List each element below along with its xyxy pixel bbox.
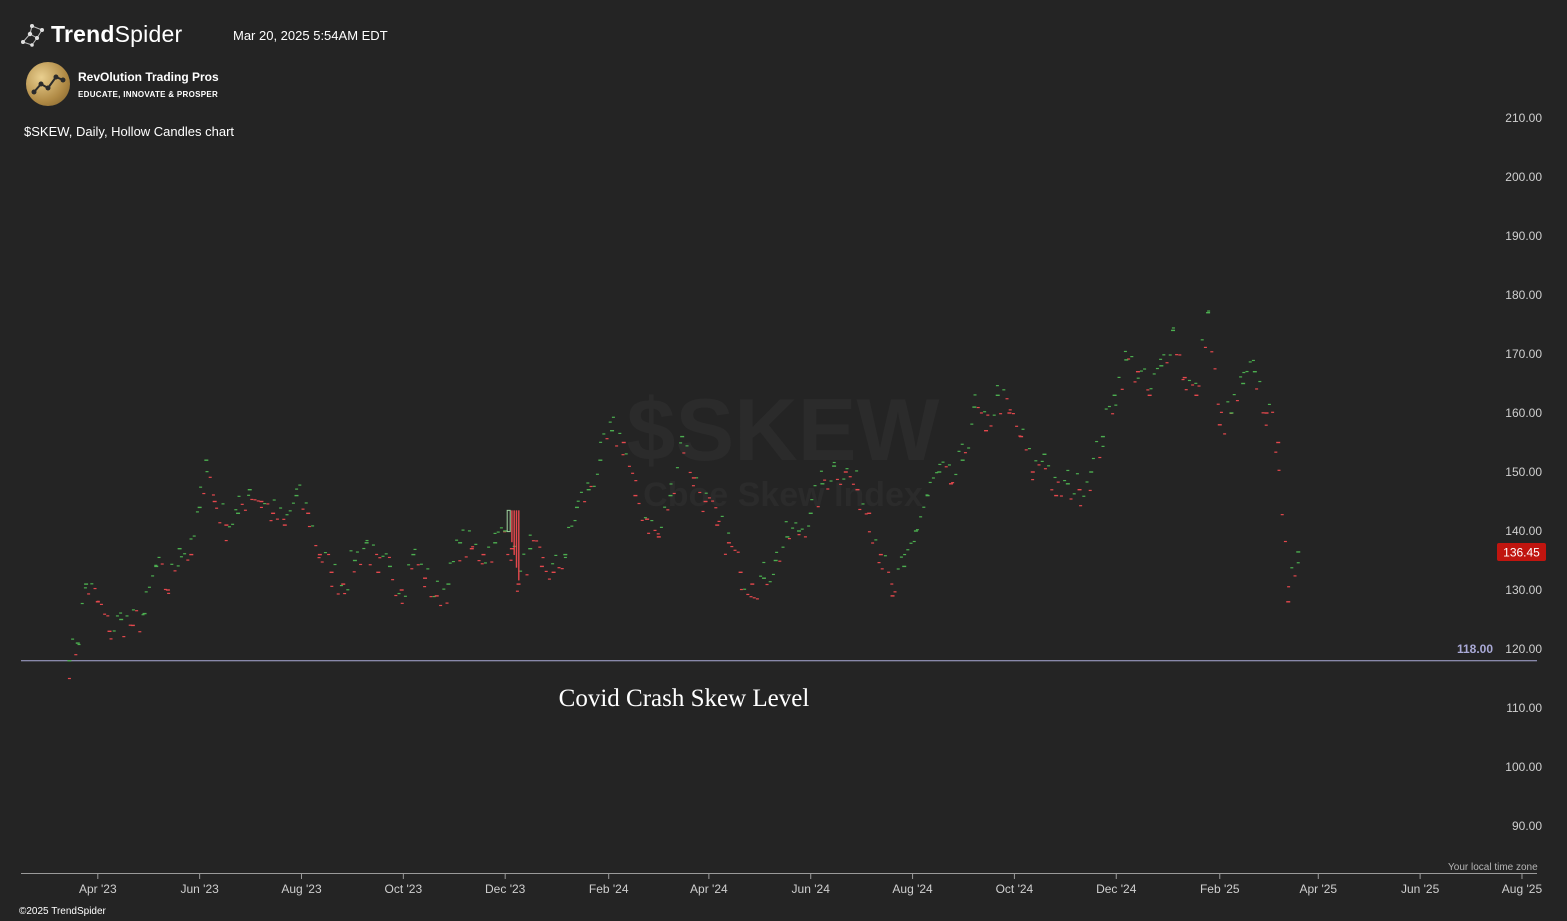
x-tick-label: Jun '25 [1401, 882, 1440, 896]
spike-candle-down [518, 510, 520, 581]
last-price-label: 136.45 [1503, 545, 1540, 559]
x-tick-label: Dec '24 [1096, 882, 1137, 896]
x-tick-label: Oct '24 [996, 882, 1034, 896]
revolution-trading-pros-logo [26, 62, 70, 106]
sponsor-name: RevOlution Trading Pros [78, 69, 219, 84]
copyright: ©2025 TrendSpider [19, 906, 106, 917]
x-tick-label: Apr '24 [690, 882, 728, 896]
y-tick-label: 150.00 [1505, 465, 1542, 479]
y-tick-label: 160.00 [1505, 406, 1542, 420]
spike-candle-down [515, 510, 518, 568]
last-price-badge [1497, 542, 1546, 561]
y-tick-label: 90.00 [1512, 819, 1542, 833]
y-tick-label: 140.00 [1505, 524, 1542, 538]
y-tick-label: 170.00 [1505, 347, 1542, 361]
chart-description: $SKEW, Daily, Hollow Candles chart [24, 124, 235, 139]
annotation-covid-crash-skew-level: Covid Crash Skew Level [559, 685, 810, 712]
watermark-symbol: $SKEW [627, 380, 940, 479]
y-tick-label: 200.00 [1505, 170, 1542, 184]
spike-candle-down [511, 510, 513, 543]
sponsor-tagline: EDUCATE, INNOVATE & PROSPER [78, 89, 219, 99]
watermark-subtitle: Cboe Skew Index [643, 476, 923, 514]
timestamp: Mar 20, 2025 5:54AM EDT [233, 28, 388, 43]
y-tick-label: 120.00 [1505, 642, 1542, 656]
x-tick-label: Oct '23 [385, 882, 423, 896]
spike-candle-down [513, 510, 515, 555]
y-tick-label: 130.00 [1505, 583, 1542, 597]
trendspider-network-icon [21, 23, 44, 47]
x-tick-label: Apr '25 [1299, 882, 1337, 896]
x-tick-label: Feb '24 [589, 882, 629, 896]
x-tick-label: Dec '23 [485, 882, 526, 896]
x-tick-label: Aug '23 [281, 882, 322, 896]
brand: TrendSpider [19, 21, 182, 48]
x-tick-label: Jun '23 [180, 882, 219, 896]
spike-candle-up [506, 509, 511, 533]
y-tick-label: 180.00 [1505, 288, 1542, 302]
x-tick-label: Aug '24 [892, 882, 933, 896]
y-tick-label: 110.00 [1506, 701, 1542, 715]
y-tick-label: 210.00 [1505, 111, 1542, 125]
sponsor-badge: RevOlution Trading Pros EDUCATE, INNOVAT… [26, 62, 219, 106]
timezone-note: Your local time zone [1448, 862, 1538, 873]
y-tick-label: 190.00 [1505, 229, 1542, 243]
x-tick-label: Jun '24 [792, 882, 831, 896]
level-label: 118.00 [1457, 642, 1493, 656]
brand-name: TrendSpider [51, 21, 183, 47]
x-tick-label: Feb '25 [1200, 882, 1240, 896]
x-tick-label: Apr '23 [79, 882, 117, 896]
y-tick-label: 100.00 [1505, 760, 1542, 774]
x-tick-label: Aug '25 [1502, 882, 1543, 896]
